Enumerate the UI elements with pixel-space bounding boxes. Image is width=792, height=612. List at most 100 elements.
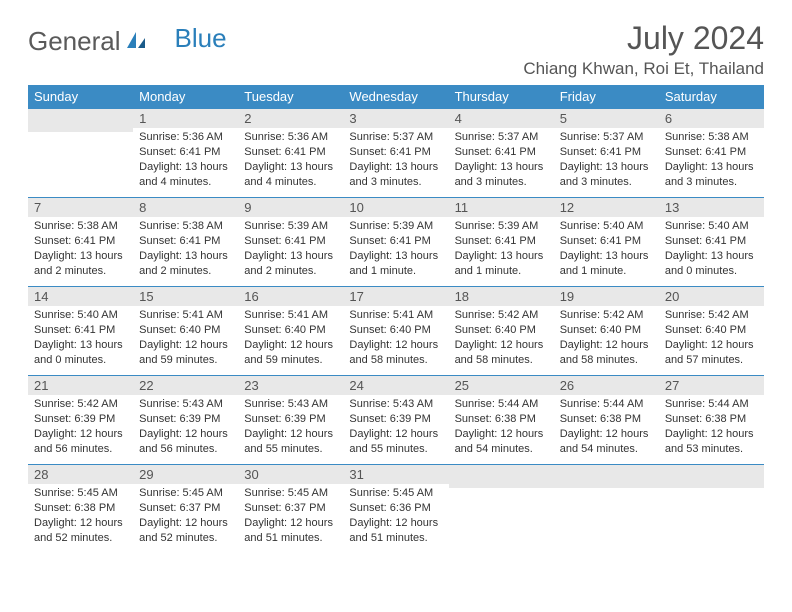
calendar-day-cell: 25Sunrise: 5:44 AMSunset: 6:38 PMDayligh… <box>449 376 554 465</box>
day-number: 25 <box>449 376 554 395</box>
day-number: 20 <box>659 287 764 306</box>
calendar-day-cell: 28Sunrise: 5:45 AMSunset: 6:38 PMDayligh… <box>28 465 133 554</box>
page-header: General Blue July 2024 Chiang Khwan, Roi… <box>28 20 764 79</box>
day-number: 26 <box>554 376 659 395</box>
empty-day <box>554 465 659 488</box>
day-number: 6 <box>659 109 764 128</box>
calendar-table: SundayMondayTuesdayWednesdayThursdayFrid… <box>28 85 764 553</box>
title-block: July 2024 Chiang Khwan, Roi Et, Thailand <box>523 20 764 79</box>
empty-day <box>659 465 764 488</box>
calendar-week-row: 21Sunrise: 5:42 AMSunset: 6:39 PMDayligh… <box>28 376 764 465</box>
day-info: Sunrise: 5:45 AMSunset: 6:37 PMDaylight:… <box>238 484 343 549</box>
calendar-day-cell: 7Sunrise: 5:38 AMSunset: 6:41 PMDaylight… <box>28 198 133 287</box>
weekday-header: Sunday <box>28 85 133 109</box>
calendar-day-cell: 10Sunrise: 5:39 AMSunset: 6:41 PMDayligh… <box>343 198 448 287</box>
day-number: 24 <box>343 376 448 395</box>
calendar-day-cell: 27Sunrise: 5:44 AMSunset: 6:38 PMDayligh… <box>659 376 764 465</box>
calendar-day-cell <box>659 465 764 554</box>
day-info: Sunrise: 5:38 AMSunset: 6:41 PMDaylight:… <box>28 217 133 282</box>
calendar-day-cell: 20Sunrise: 5:42 AMSunset: 6:40 PMDayligh… <box>659 287 764 376</box>
calendar-day-cell <box>28 109 133 198</box>
day-info: Sunrise: 5:40 AMSunset: 6:41 PMDaylight:… <box>659 217 764 282</box>
day-number: 4 <box>449 109 554 128</box>
day-info: Sunrise: 5:43 AMSunset: 6:39 PMDaylight:… <box>238 395 343 460</box>
day-info: Sunrise: 5:36 AMSunset: 6:41 PMDaylight:… <box>238 128 343 193</box>
day-info: Sunrise: 5:40 AMSunset: 6:41 PMDaylight:… <box>554 217 659 282</box>
day-info: Sunrise: 5:42 AMSunset: 6:39 PMDaylight:… <box>28 395 133 460</box>
day-info: Sunrise: 5:42 AMSunset: 6:40 PMDaylight:… <box>659 306 764 371</box>
calendar-day-cell: 21Sunrise: 5:42 AMSunset: 6:39 PMDayligh… <box>28 376 133 465</box>
day-number: 9 <box>238 198 343 217</box>
day-info: Sunrise: 5:36 AMSunset: 6:41 PMDaylight:… <box>133 128 238 193</box>
calendar-day-cell: 18Sunrise: 5:42 AMSunset: 6:40 PMDayligh… <box>449 287 554 376</box>
calendar-day-cell: 23Sunrise: 5:43 AMSunset: 6:39 PMDayligh… <box>238 376 343 465</box>
weekday-header: Monday <box>133 85 238 109</box>
day-number: 29 <box>133 465 238 484</box>
day-number: 21 <box>28 376 133 395</box>
day-number: 23 <box>238 376 343 395</box>
day-number: 7 <box>28 198 133 217</box>
calendar-day-cell: 11Sunrise: 5:39 AMSunset: 6:41 PMDayligh… <box>449 198 554 287</box>
day-number: 31 <box>343 465 448 484</box>
calendar-day-cell: 4Sunrise: 5:37 AMSunset: 6:41 PMDaylight… <box>449 109 554 198</box>
day-number: 5 <box>554 109 659 128</box>
day-number: 8 <box>133 198 238 217</box>
location-label: Chiang Khwan, Roi Et, Thailand <box>523 59 764 79</box>
day-info: Sunrise: 5:41 AMSunset: 6:40 PMDaylight:… <box>343 306 448 371</box>
calendar-week-row: 7Sunrise: 5:38 AMSunset: 6:41 PMDaylight… <box>28 198 764 287</box>
calendar-day-cell: 17Sunrise: 5:41 AMSunset: 6:40 PMDayligh… <box>343 287 448 376</box>
day-info: Sunrise: 5:45 AMSunset: 6:37 PMDaylight:… <box>133 484 238 549</box>
day-info: Sunrise: 5:45 AMSunset: 6:36 PMDaylight:… <box>343 484 448 549</box>
calendar-day-cell: 31Sunrise: 5:45 AMSunset: 6:36 PMDayligh… <box>343 465 448 554</box>
day-info: Sunrise: 5:41 AMSunset: 6:40 PMDaylight:… <box>238 306 343 371</box>
day-number: 2 <box>238 109 343 128</box>
calendar-day-cell: 1Sunrise: 5:36 AMSunset: 6:41 PMDaylight… <box>133 109 238 198</box>
day-info: Sunrise: 5:44 AMSunset: 6:38 PMDaylight:… <box>659 395 764 460</box>
day-number: 27 <box>659 376 764 395</box>
calendar-day-cell: 16Sunrise: 5:41 AMSunset: 6:40 PMDayligh… <box>238 287 343 376</box>
day-info: Sunrise: 5:40 AMSunset: 6:41 PMDaylight:… <box>28 306 133 371</box>
day-number: 19 <box>554 287 659 306</box>
day-info: Sunrise: 5:38 AMSunset: 6:41 PMDaylight:… <box>659 128 764 193</box>
calendar-day-cell: 8Sunrise: 5:38 AMSunset: 6:41 PMDaylight… <box>133 198 238 287</box>
day-info: Sunrise: 5:38 AMSunset: 6:41 PMDaylight:… <box>133 217 238 282</box>
calendar-day-cell: 5Sunrise: 5:37 AMSunset: 6:41 PMDaylight… <box>554 109 659 198</box>
brand-part1: General <box>28 26 121 57</box>
calendar-day-cell: 29Sunrise: 5:45 AMSunset: 6:37 PMDayligh… <box>133 465 238 554</box>
calendar-day-cell: 2Sunrise: 5:36 AMSunset: 6:41 PMDaylight… <box>238 109 343 198</box>
day-number: 28 <box>28 465 133 484</box>
day-info: Sunrise: 5:41 AMSunset: 6:40 PMDaylight:… <box>133 306 238 371</box>
empty-day <box>28 109 133 132</box>
calendar-day-cell: 26Sunrise: 5:44 AMSunset: 6:38 PMDayligh… <box>554 376 659 465</box>
day-info: Sunrise: 5:42 AMSunset: 6:40 PMDaylight:… <box>449 306 554 371</box>
calendar-day-cell: 14Sunrise: 5:40 AMSunset: 6:41 PMDayligh… <box>28 287 133 376</box>
calendar-day-cell: 13Sunrise: 5:40 AMSunset: 6:41 PMDayligh… <box>659 198 764 287</box>
weekday-header: Tuesday <box>238 85 343 109</box>
calendar-day-cell <box>554 465 659 554</box>
day-info: Sunrise: 5:37 AMSunset: 6:41 PMDaylight:… <box>449 128 554 193</box>
day-number: 30 <box>238 465 343 484</box>
day-number: 14 <box>28 287 133 306</box>
day-info: Sunrise: 5:45 AMSunset: 6:38 PMDaylight:… <box>28 484 133 549</box>
sail-icon <box>125 26 147 57</box>
day-number: 12 <box>554 198 659 217</box>
day-info: Sunrise: 5:39 AMSunset: 6:41 PMDaylight:… <box>343 217 448 282</box>
day-info: Sunrise: 5:42 AMSunset: 6:40 PMDaylight:… <box>554 306 659 371</box>
month-title: July 2024 <box>523 20 764 57</box>
day-number: 1 <box>133 109 238 128</box>
weekday-header: Wednesday <box>343 85 448 109</box>
day-info: Sunrise: 5:43 AMSunset: 6:39 PMDaylight:… <box>133 395 238 460</box>
empty-day <box>449 465 554 488</box>
day-number: 16 <box>238 287 343 306</box>
calendar-day-cell: 12Sunrise: 5:40 AMSunset: 6:41 PMDayligh… <box>554 198 659 287</box>
day-number: 10 <box>343 198 448 217</box>
day-info: Sunrise: 5:43 AMSunset: 6:39 PMDaylight:… <box>343 395 448 460</box>
weekday-header-row: SundayMondayTuesdayWednesdayThursdayFrid… <box>28 85 764 109</box>
day-number: 15 <box>133 287 238 306</box>
weekday-header: Saturday <box>659 85 764 109</box>
day-info: Sunrise: 5:37 AMSunset: 6:41 PMDaylight:… <box>343 128 448 193</box>
day-number: 22 <box>133 376 238 395</box>
day-number: 13 <box>659 198 764 217</box>
day-number: 11 <box>449 198 554 217</box>
calendar-day-cell: 30Sunrise: 5:45 AMSunset: 6:37 PMDayligh… <box>238 465 343 554</box>
